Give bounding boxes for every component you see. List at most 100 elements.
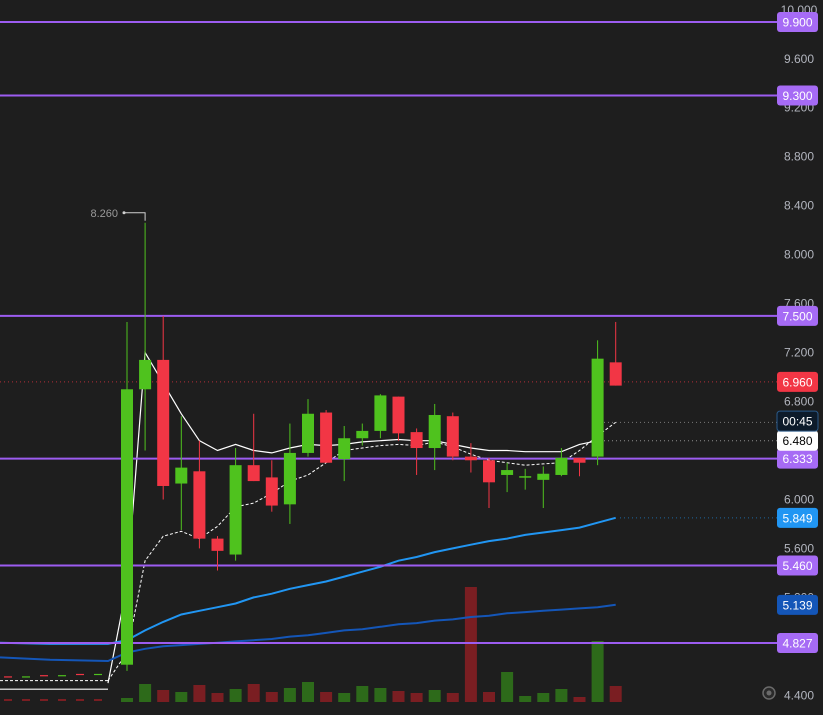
moving-averages: [0, 350, 616, 690]
price-axis-tick: 6.000: [784, 492, 814, 506]
volume-bar: [519, 696, 532, 702]
candle-body[interactable]: [392, 396, 405, 434]
volume-bar: [139, 684, 152, 702]
candle-body[interactable]: [265, 477, 278, 506]
candle-body[interactable]: [229, 465, 242, 555]
candle-body[interactable]: [302, 413, 314, 453]
moving-average-line: [107, 421, 616, 681]
volume-bar: [609, 686, 622, 702]
candle-body[interactable]: [157, 359, 170, 486]
volume-bar: [338, 693, 351, 702]
candle-body[interactable]: [356, 430, 369, 439]
candle-body[interactable]: [446, 416, 459, 457]
candle-body[interactable]: [193, 471, 206, 539]
volume-bar: [320, 692, 333, 702]
candle-body[interactable]: [283, 452, 296, 505]
countdown-timer: 00:45: [782, 415, 812, 429]
level-price-tag: 6.333: [782, 452, 812, 466]
level-price-tag-bg: [777, 85, 818, 106]
candle-body[interactable]: [121, 389, 133, 665]
price-tag: 6.480: [782, 434, 812, 448]
volume-bar: [501, 672, 514, 702]
volume-bar: [283, 688, 296, 702]
volume-bar-tiny: [76, 699, 84, 701]
high-annotation-dot: [122, 211, 126, 215]
level-price-tag: 9.900: [782, 16, 812, 30]
candle-body[interactable]: [410, 432, 423, 449]
moving-average-line: [0, 516, 616, 645]
volume-bar: [211, 693, 224, 702]
volume-bar: [464, 587, 477, 702]
candle-body[interactable]: [591, 358, 604, 457]
volume-bar: [175, 692, 188, 702]
candle-body[interactable]: [338, 438, 351, 460]
volume-bar-tiny: [94, 699, 102, 701]
high-annotation-leader: [125, 212, 146, 221]
volume-bar: [483, 692, 495, 702]
price-tag: 6.960: [782, 375, 812, 389]
price-axis-tick: 7.200: [784, 346, 814, 360]
candle-body[interactable]: [139, 359, 152, 390]
volume-bar: [428, 690, 441, 702]
price-axis-tick: 8.400: [784, 199, 814, 213]
level-price-tag: 9.300: [782, 89, 812, 103]
candle-body[interactable]: [211, 538, 224, 551]
level-price-tag: 5.460: [782, 559, 812, 573]
price-tag: 5.139: [782, 598, 812, 612]
volume-bar-tiny: [4, 699, 12, 701]
candle-body[interactable]: [609, 362, 622, 386]
level-price-tag: 4.827: [782, 637, 812, 651]
level-price-tag-bg: [777, 305, 818, 326]
volume-bar: [302, 682, 314, 702]
volume-bars: [4, 587, 622, 702]
candles[interactable]: [4, 222, 622, 678]
volume-bar: [247, 684, 260, 702]
volume-bar: [157, 690, 170, 702]
volume-bar: [537, 693, 550, 702]
price-axis-tick: 8.000: [784, 248, 814, 262]
high-annotation-label: 8.260: [90, 208, 118, 220]
price-axis-tick: 6.800: [784, 395, 814, 409]
volume-bar-tiny: [22, 699, 30, 701]
volume-bar: [265, 692, 278, 702]
candle-body[interactable]: [464, 456, 477, 461]
price-axis-tick: 9.600: [784, 52, 814, 66]
level-price-tag-bg: [777, 12, 818, 33]
volume-bar: [374, 688, 387, 702]
candle-body[interactable]: [519, 476, 532, 478]
candle-body[interactable]: [320, 412, 333, 463]
price-tag: 5.849: [782, 511, 812, 525]
candle-body[interactable]: [175, 467, 188, 484]
volume-bar-tiny: [58, 699, 66, 701]
candle-body[interactable]: [501, 470, 514, 475]
volume-bar: [121, 698, 133, 702]
candle-body[interactable]: [247, 465, 260, 482]
level-price-tag-bg: [777, 555, 818, 576]
candle-body[interactable]: [573, 457, 586, 463]
candle-body[interactable]: [374, 395, 387, 431]
price-axis-tick: 4.400: [784, 688, 814, 702]
candle-body[interactable]: [428, 414, 441, 449]
moving-average-line: [107, 350, 598, 684]
candle-body[interactable]: [483, 460, 495, 483]
volume-bar: [446, 693, 459, 702]
volume-bar: [410, 693, 423, 702]
volume-bar: [229, 689, 242, 702]
candle-body[interactable]: [537, 473, 550, 480]
volume-bar: [356, 686, 369, 702]
price-axis-tick: 5.600: [784, 541, 814, 555]
volume-bar: [573, 697, 586, 702]
price-tag-bg: [777, 594, 818, 615]
level-price-tag-bg: [777, 448, 818, 469]
volume-bar-tiny: [40, 699, 48, 701]
settings-icon-center: [766, 690, 772, 696]
annotations: 8.260: [90, 208, 146, 221]
volume-bar: [555, 689, 568, 702]
price-tag-bg: [777, 430, 818, 451]
level-price-tag-bg: [777, 633, 818, 654]
candle-body[interactable]: [555, 457, 568, 475]
price-axis-tick: 8.800: [784, 150, 814, 164]
